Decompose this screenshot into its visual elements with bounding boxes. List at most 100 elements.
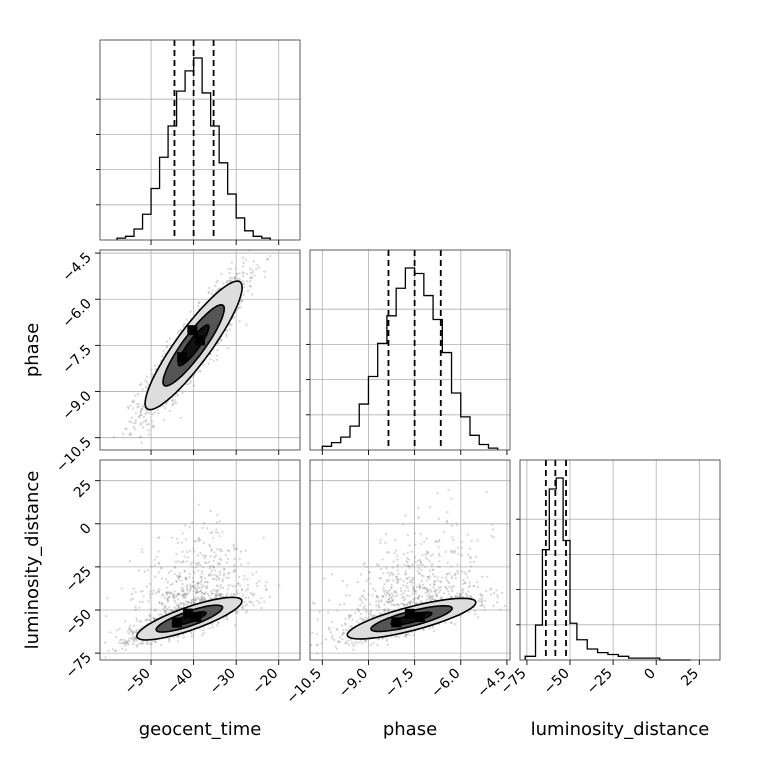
sample-point bbox=[411, 563, 414, 566]
sample-point bbox=[139, 414, 142, 417]
sample-point bbox=[455, 523, 458, 526]
sample-point bbox=[222, 282, 225, 285]
sample-point bbox=[176, 598, 180, 601]
sample-point bbox=[378, 577, 381, 580]
sample-point bbox=[201, 554, 204, 557]
sample-point bbox=[203, 598, 206, 601]
sample-point bbox=[360, 595, 363, 598]
sample-point bbox=[217, 342, 220, 345]
sample-point bbox=[385, 594, 388, 597]
sample-point bbox=[171, 399, 174, 402]
sample-point bbox=[226, 549, 230, 552]
sample-point bbox=[359, 616, 362, 620]
sample-point bbox=[162, 405, 165, 408]
sample-point bbox=[368, 571, 371, 574]
sample-point bbox=[168, 640, 171, 643]
sample-point bbox=[265, 258, 269, 261]
sample-point bbox=[165, 592, 169, 595]
sample-point bbox=[489, 588, 492, 591]
sample-point bbox=[154, 641, 157, 644]
sample-point bbox=[160, 577, 163, 580]
sample-point bbox=[151, 373, 154, 376]
sample-point bbox=[348, 615, 352, 618]
sample-point bbox=[186, 589, 189, 592]
sample-point bbox=[352, 644, 355, 647]
sample-point bbox=[129, 624, 132, 627]
sample-point bbox=[211, 289, 214, 292]
sample-point bbox=[490, 534, 493, 538]
sample-point bbox=[126, 630, 129, 633]
sample-point bbox=[431, 597, 434, 600]
sample-point bbox=[194, 598, 197, 602]
sample-point bbox=[408, 580, 411, 583]
sample-point bbox=[167, 571, 170, 575]
sample-point bbox=[412, 634, 415, 637]
sample-point bbox=[161, 594, 164, 597]
sample-point bbox=[144, 413, 147, 416]
sample-point bbox=[178, 607, 181, 610]
sample-point bbox=[365, 610, 368, 613]
sample-point bbox=[141, 388, 144, 391]
sample-point bbox=[130, 421, 133, 424]
sample-point bbox=[198, 598, 201, 602]
sample-point bbox=[242, 271, 245, 275]
sample-point bbox=[182, 560, 185, 564]
sample-point bbox=[151, 413, 154, 416]
sample-point bbox=[221, 530, 224, 533]
sample-point bbox=[146, 569, 149, 572]
sample-point bbox=[153, 617, 156, 621]
sample-point bbox=[179, 416, 182, 419]
sample-point bbox=[431, 563, 434, 566]
sample-point bbox=[229, 584, 232, 587]
sample-point bbox=[210, 548, 213, 551]
sample-point bbox=[172, 594, 175, 598]
sample-point bbox=[126, 642, 129, 645]
sample-point bbox=[191, 576, 195, 579]
sample-point bbox=[438, 560, 441, 563]
sample-point bbox=[197, 538, 200, 541]
sample-point bbox=[219, 338, 222, 341]
sample-point bbox=[212, 359, 215, 362]
sample-point bbox=[330, 621, 333, 624]
histogram-luminosity_distance bbox=[524, 477, 691, 661]
sample-point bbox=[417, 507, 420, 510]
sample-point bbox=[135, 631, 138, 634]
sample-point bbox=[192, 580, 195, 583]
sample-point bbox=[269, 233, 271, 235]
sample-point bbox=[452, 538, 455, 542]
y-tick-label-luminosity_distance-1: −50 bbox=[63, 607, 95, 639]
sample-point bbox=[199, 370, 202, 373]
sample-point bbox=[148, 642, 151, 646]
sample-point bbox=[421, 587, 425, 590]
sample-point bbox=[408, 603, 411, 606]
sample-point bbox=[425, 598, 428, 601]
sample-point bbox=[166, 598, 169, 601]
sample-point bbox=[201, 597, 204, 600]
sample-point bbox=[165, 610, 168, 614]
sample-point bbox=[446, 561, 449, 564]
sample-point bbox=[229, 267, 232, 270]
sample-point bbox=[132, 630, 135, 634]
sample-point bbox=[371, 587, 375, 590]
sample-point bbox=[234, 547, 237, 550]
sample-point bbox=[365, 566, 368, 569]
sample-point bbox=[194, 592, 198, 595]
sample-point bbox=[247, 562, 250, 565]
sample-point bbox=[421, 563, 424, 567]
sample-point bbox=[210, 590, 213, 593]
sample-point bbox=[414, 561, 417, 564]
sample-point bbox=[366, 617, 369, 620]
sample-point bbox=[157, 550, 160, 553]
sample-point bbox=[203, 522, 206, 525]
sample-point bbox=[320, 642, 323, 645]
sample-point bbox=[377, 596, 380, 599]
sample-point bbox=[454, 577, 457, 580]
sample-point bbox=[192, 570, 195, 573]
sample-point bbox=[490, 587, 493, 590]
sample-point bbox=[140, 413, 143, 417]
sample-point bbox=[199, 590, 202, 593]
sample-point bbox=[146, 618, 149, 621]
sample-point bbox=[380, 568, 383, 571]
sample-point bbox=[388, 598, 391, 601]
sample-point bbox=[469, 557, 472, 560]
